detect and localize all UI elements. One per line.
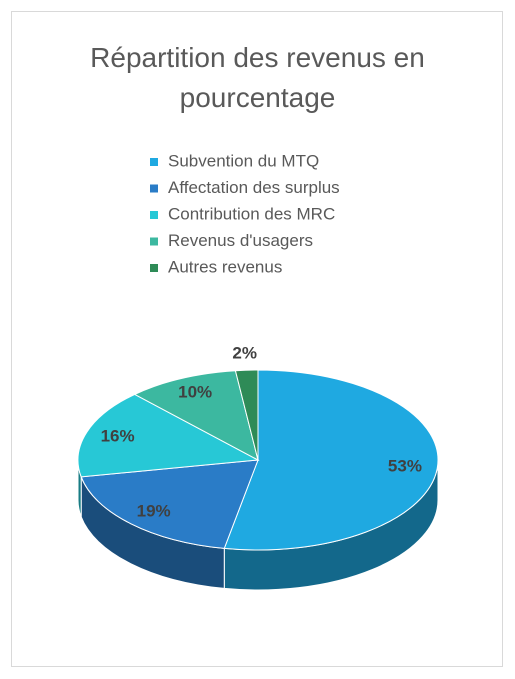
data-label: 53%	[388, 456, 422, 475]
legend-swatch	[150, 158, 158, 166]
legend-label: Contribution des MRC	[168, 204, 335, 223]
chart-frame	[11, 11, 503, 667]
slice-side	[81, 476, 225, 589]
legend-swatch	[150, 184, 158, 193]
slice	[80, 459, 259, 549]
legend-swatch	[150, 237, 158, 246]
legend-label: Affectation des surplus	[168, 178, 340, 197]
chart-title: Répartition des revenus en pourcentage	[90, 42, 425, 113]
legend-label: Revenus d'usagers	[168, 231, 313, 250]
slice	[223, 369, 439, 551]
legend-label: Subvention du MTQ	[168, 151, 319, 170]
slice	[133, 370, 259, 461]
data-label: 16%	[101, 427, 135, 446]
data-label: 2%	[232, 343, 257, 362]
title-box: Répartition des revenus en pourcentage	[0, 38, 515, 118]
slice-side	[224, 460, 438, 590]
slice	[234, 369, 259, 461]
data-label: 10%	[178, 383, 212, 402]
slice	[77, 393, 260, 478]
slice-side	[78, 460, 82, 517]
legend-swatch	[150, 211, 158, 219]
data-label: 19%	[137, 502, 171, 521]
legend-swatch	[150, 264, 158, 272]
legend-label: Autres revenus	[168, 257, 282, 276]
